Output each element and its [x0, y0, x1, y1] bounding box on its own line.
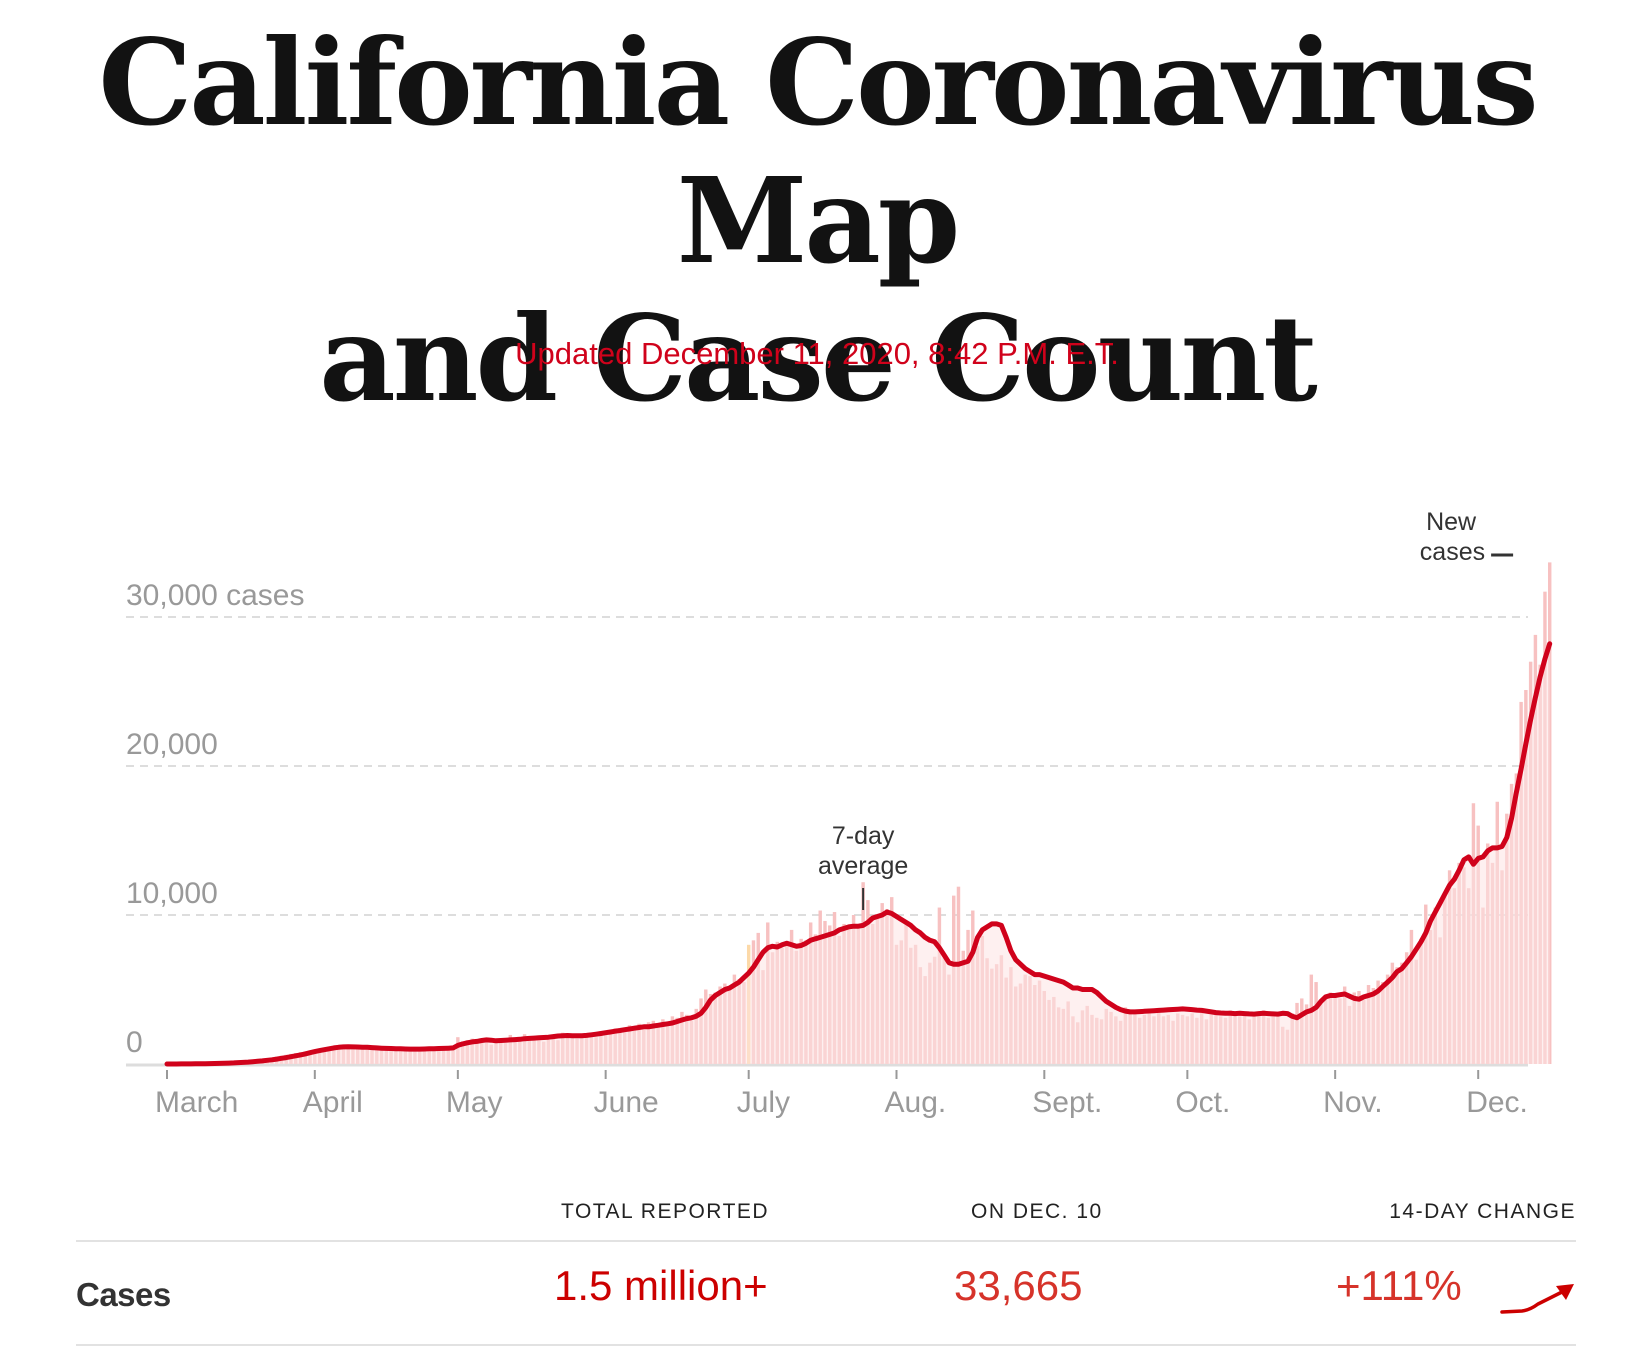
on-day-value: 33,665 [954, 1262, 1083, 1309]
x-tick-label: April [303, 1086, 363, 1119]
grid-layer [126, 616, 1528, 1067]
x-tick-label: July [737, 1086, 790, 1119]
cases-chart: March April May June July Aug. Sept. Oct. Nov. De… [126, 508, 1553, 1119]
x-tick-label: May [446, 1086, 503, 1119]
page-title-line2: and Case Count [319, 289, 1318, 428]
y-axis-labels: 0 10,000 20,000 30,000 cases [126, 579, 304, 1059]
under-curve-area [167, 643, 1550, 1064]
annotation-7day-text: average [818, 852, 908, 880]
annotation-7day-text: 7-day [832, 822, 895, 850]
y-tick-label: 10,000 [126, 877, 218, 910]
x-axis: March April May June July Aug. Sept. Oct. Nov. De… [155, 1070, 1528, 1119]
table-header-divider [76, 1240, 1576, 1242]
y-tick-label: 0 [126, 1026, 143, 1059]
x-tick-label: March [155, 1086, 238, 1119]
annotation-new-cases-text: New [1426, 508, 1477, 536]
header-on-day: ON DEC. 10 [971, 1200, 1103, 1223]
x-tick-label: June [594, 1086, 659, 1119]
page-title-line1: California Coronavirus Map [98, 13, 1538, 290]
seven-day-average-line [164, 641, 1553, 1067]
total-reported-value: 1.5 million+ [554, 1262, 768, 1309]
x-tick-label: Oct. [1175, 1086, 1230, 1119]
table-row-divider [76, 1344, 1576, 1346]
line-layer [164, 641, 1553, 1067]
new-cases-bar [1548, 562, 1552, 1064]
header-14-day-change: 14-DAY CHANGE [1389, 1200, 1576, 1223]
x-tick-label: Sept. [1032, 1086, 1102, 1119]
y-tick-label: 20,000 [126, 728, 218, 761]
x-tick-label: Aug. [885, 1086, 947, 1119]
x-tick-label: Nov. [1323, 1086, 1382, 1119]
x-tick-label: Dec. [1466, 1086, 1528, 1119]
trend-up-arrow-icon [1500, 1284, 1574, 1314]
y-tick-label: 30,000 cases [126, 579, 304, 612]
page-title: California Coronavirus Map and Case Coun… [0, 14, 1634, 428]
change-14-day-value: +111% [1336, 1262, 1462, 1309]
header-total-reported: TOTAL REPORTED [561, 1200, 770, 1223]
updated-timestamp: Updated December 11, 2020, 8:42 P.M. E.T… [515, 336, 1119, 371]
annotation-new-cases-text: cases [1420, 538, 1485, 566]
row-label-cases: Cases [76, 1276, 171, 1313]
